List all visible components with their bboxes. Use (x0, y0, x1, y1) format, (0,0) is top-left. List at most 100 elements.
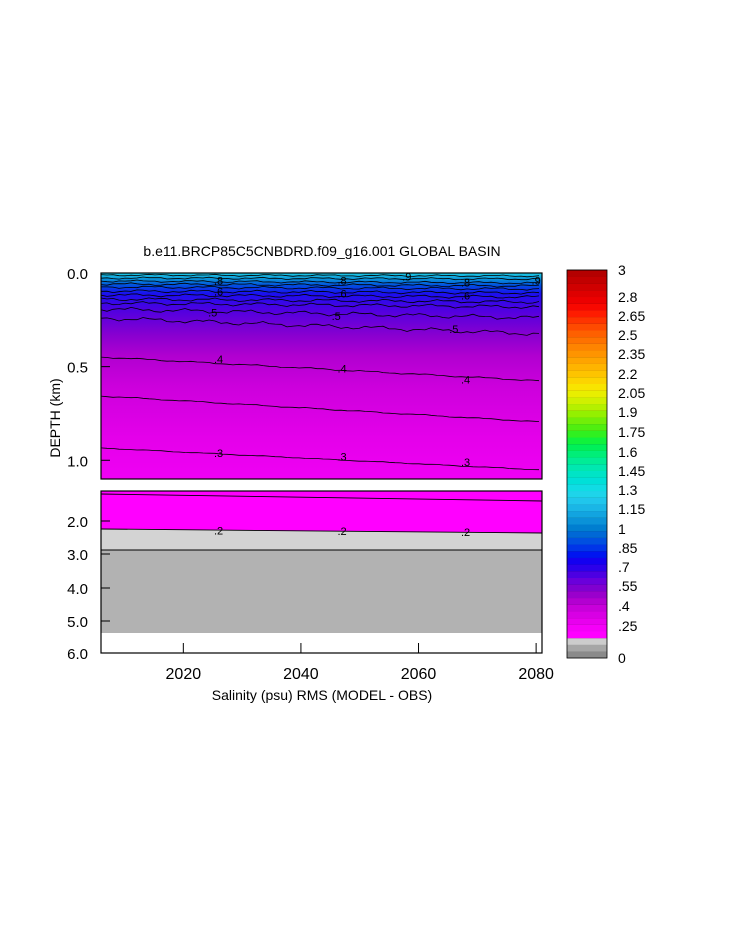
colorbar-swatch (567, 303, 607, 311)
colorbar (566, 269, 608, 659)
upper-panel-frame (100, 272, 543, 480)
upper-panel (101, 273, 542, 479)
upper-panel-fill (101, 273, 542, 479)
colorbar-swatch (567, 390, 607, 398)
contour-label: .8 (214, 275, 223, 287)
colorbar-swatch (567, 417, 607, 425)
colorbar-swatch (567, 430, 607, 438)
colorbar-swatch (567, 584, 607, 592)
contour-line (101, 306, 540, 320)
x-tick-label: 2020 (166, 666, 202, 683)
colorbar-swatch (567, 557, 607, 565)
contour-line (101, 528, 542, 534)
contour-line (101, 273, 540, 278)
y-axis-label: DEPTH (km) (47, 378, 63, 457)
colorbar-swatch (567, 470, 607, 478)
contour-line (101, 297, 540, 304)
colorbar-swatch (567, 524, 607, 532)
contour-label: .9 (532, 275, 541, 287)
colorbar-tick-label: 1.9 (618, 404, 638, 420)
colorbar-swatch (567, 504, 607, 512)
colorbar-swatch (567, 350, 607, 358)
colorbar-swatch (567, 464, 607, 471)
colorbar-tick-label: 2.65 (618, 308, 645, 324)
contour-label: .6 (214, 287, 223, 299)
contour-label: .3 (461, 457, 470, 469)
lower-panel (101, 491, 542, 653)
contour-label: .6 (337, 289, 346, 301)
contour-line (101, 301, 540, 309)
colorbar-tick-label: 0 (618, 650, 626, 666)
contour-label: .5 (449, 324, 458, 336)
magenta-region (101, 491, 542, 533)
colorbar-swatch (567, 611, 607, 619)
y-tick-label: 0.5 (67, 360, 88, 377)
colorbar-swatch (567, 484, 607, 492)
colorbar-swatch (567, 550, 607, 558)
colorbar-swatch (567, 624, 607, 632)
colorbar-tick-label: 1 (618, 521, 626, 537)
colorbar-swatch (567, 397, 607, 405)
chart-title: b.e11.BRCP85C5CNBDRD.f09_g16.001 GLOBAL … (143, 243, 500, 259)
colorbar-tick-label: .55 (618, 578, 638, 594)
y-tick-label: 0.0 (67, 266, 88, 283)
colorbar-swatch (567, 517, 607, 525)
contour-line (101, 293, 540, 299)
contour-label: .8 (461, 277, 470, 289)
x-axis: 2020 2040 2060 2080 (166, 643, 554, 683)
contour-labels: .8 .8 .9 .8 .9 .6 .6 .6 .5 .5 .5 .4 .4 .4 .3 .3 .3 .2 .2 .2 (208, 272, 541, 539)
colorbar-tick-label: 2.2 (618, 366, 638, 382)
colorbar-swatch (567, 383, 607, 391)
colorbar-swatch (567, 363, 607, 371)
colorbar-swatch (567, 537, 607, 545)
contour-label: .2 (337, 526, 346, 538)
colorbar-swatch (567, 290, 607, 298)
colorbar-tick-label: 2.05 (618, 385, 645, 401)
y-tick-label: 4.0 (67, 581, 88, 598)
contour-label: .5 (208, 307, 217, 319)
colorbar-swatch (567, 437, 607, 445)
contour-label: .3 (214, 448, 223, 460)
colorbar-swatch (567, 270, 607, 277)
colorbar-swatch (567, 617, 607, 625)
colorbar-swatch (567, 564, 607, 572)
y-tick-label: 5.0 (67, 614, 88, 631)
colorbar-tick-label: 1.45 (618, 463, 645, 479)
contour-line (101, 493, 542, 502)
upper-contour-lines (101, 273, 540, 471)
colorbar-swatch (567, 637, 607, 645)
colorbar-tick-label: 1.75 (618, 424, 645, 440)
y-tick-label: 2.0 (67, 514, 88, 531)
colorbar-tick-label: .7 (618, 559, 630, 575)
contour-line (101, 447, 540, 471)
colorbar-swatch (567, 276, 607, 284)
colorbar-swatch (567, 577, 607, 585)
lower-panel-frame (100, 490, 543, 654)
colorbar-swatch (567, 410, 607, 418)
colorbar-tick-label: 1.6 (618, 444, 638, 460)
colorbar-swatch (567, 283, 607, 291)
contour-line (101, 395, 540, 422)
colorbar-tick-label: 2.35 (618, 346, 645, 362)
gray-region (101, 550, 542, 633)
colorbar-tick-label: 3 (618, 262, 626, 278)
colorbar-tick-label: .4 (618, 598, 630, 614)
contour-line (101, 279, 540, 285)
contour-label: .3 (337, 452, 346, 464)
colorbar-swatch (567, 497, 607, 505)
light-gray-region (101, 529, 542, 550)
contour-label: .2 (214, 526, 223, 538)
contour-line (101, 289, 540, 295)
colorbar-swatch (567, 370, 607, 378)
contour-label: .8 (337, 275, 346, 287)
colorbar-swatch (567, 310, 607, 318)
colorbar-swatch (567, 530, 607, 538)
colorbar-swatch (567, 343, 607, 351)
colorbar-swatch (567, 403, 607, 411)
contour-line (101, 276, 540, 281)
colorbar-swatch (567, 457, 607, 465)
contour-label: .9 (402, 272, 411, 284)
colorbar-swatch (567, 356, 607, 364)
y-axis: 0.0 0.5 1.0 2.0 3.0 4.0 5.0 6.0 (67, 266, 110, 663)
